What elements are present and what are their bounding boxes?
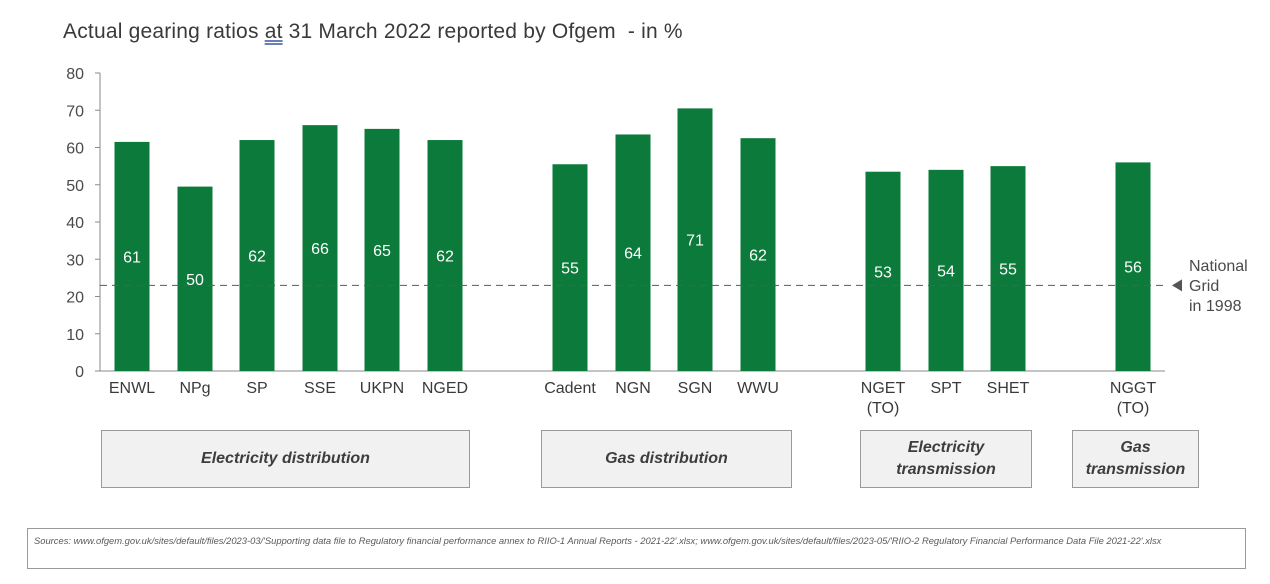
category-label: NGGT (TO)	[1110, 380, 1156, 417]
data-label: 62	[749, 248, 767, 265]
title-underlined-word: at	[264, 20, 283, 43]
group-label-box: Electricity distribution	[101, 430, 470, 488]
data-label: 61	[123, 249, 141, 266]
y-tick-label: 70	[66, 103, 84, 120]
group-label: Electricity distribution	[201, 448, 370, 470]
category-label: SSE	[304, 380, 336, 397]
y-tick-label: 30	[66, 252, 84, 269]
bar	[1115, 162, 1151, 371]
category-label: NGN	[615, 380, 651, 397]
data-label: 71	[686, 233, 704, 250]
bar	[615, 134, 651, 371]
y-tick-label: 40	[66, 215, 84, 232]
data-label: 62	[436, 249, 454, 266]
category-label: NGET (TO)	[861, 380, 906, 417]
reference-arrow-icon	[1172, 279, 1182, 292]
y-tick-label: 60	[66, 141, 84, 158]
group-label-line: Electricity	[907, 439, 985, 456]
data-label: 50	[186, 272, 204, 289]
data-label: 62	[248, 249, 266, 266]
y-tick-label: 20	[66, 290, 84, 307]
bar	[364, 128, 400, 371]
bar	[928, 169, 964, 371]
category-label: SGN	[678, 380, 713, 397]
bar	[740, 138, 776, 371]
data-label: 55	[561, 261, 579, 278]
y-tick-label: 10	[66, 327, 84, 344]
category-label: Cadent	[544, 380, 596, 397]
group-label-line: transmission	[896, 461, 996, 478]
bar	[677, 108, 713, 371]
chart-title: Actual gearing ratios at 31 March 2022 r…	[63, 20, 683, 43]
y-tick-label: 50	[66, 178, 84, 195]
category-label: WWU	[737, 380, 779, 397]
bar	[865, 171, 901, 371]
category-label: SPT	[930, 380, 961, 397]
group-label-line: Electricity distribution	[201, 450, 370, 467]
data-label: 65	[373, 243, 391, 260]
y-tick-label: 80	[66, 66, 84, 83]
y-tick-label: 0	[75, 364, 84, 381]
group-label: Electricity transmission	[896, 437, 996, 481]
bar	[114, 141, 150, 371]
category-label: SP	[246, 380, 267, 397]
bar	[239, 140, 275, 371]
category-label: SHET	[987, 380, 1030, 397]
group-label: Gas distribution	[605, 448, 728, 470]
group-label-line: transmission	[1085, 461, 1186, 478]
bar	[552, 164, 588, 371]
sources-note: Sources: www.ofgem.gov.uk/sites/default/…	[27, 528, 1246, 569]
data-label: 54	[937, 263, 955, 280]
data-label: 53	[874, 264, 892, 281]
bar	[177, 186, 213, 371]
group-label-line: Gas distribution	[605, 450, 728, 467]
data-label: 56	[1124, 260, 1142, 277]
category-label: ENWL	[109, 380, 155, 397]
group-label-box: Gas transmission	[1072, 430, 1199, 488]
category-label: UKPN	[360, 380, 404, 397]
category-label: NPg	[179, 380, 210, 397]
group-label-line: Gas	[1120, 439, 1151, 456]
data-label: 66	[311, 241, 329, 258]
data-label: 55	[999, 262, 1017, 279]
group-label-box: Electricity transmission	[860, 430, 1032, 488]
bar	[990, 166, 1026, 371]
bar	[302, 125, 338, 372]
bar	[427, 140, 463, 371]
group-label: Gas transmission	[1086, 437, 1186, 481]
reference-line-label: National Grid in 1998	[1189, 258, 1248, 315]
data-label: 64	[624, 246, 642, 263]
category-label: NGED	[422, 380, 468, 397]
group-label-box: Gas distribution	[541, 430, 792, 488]
